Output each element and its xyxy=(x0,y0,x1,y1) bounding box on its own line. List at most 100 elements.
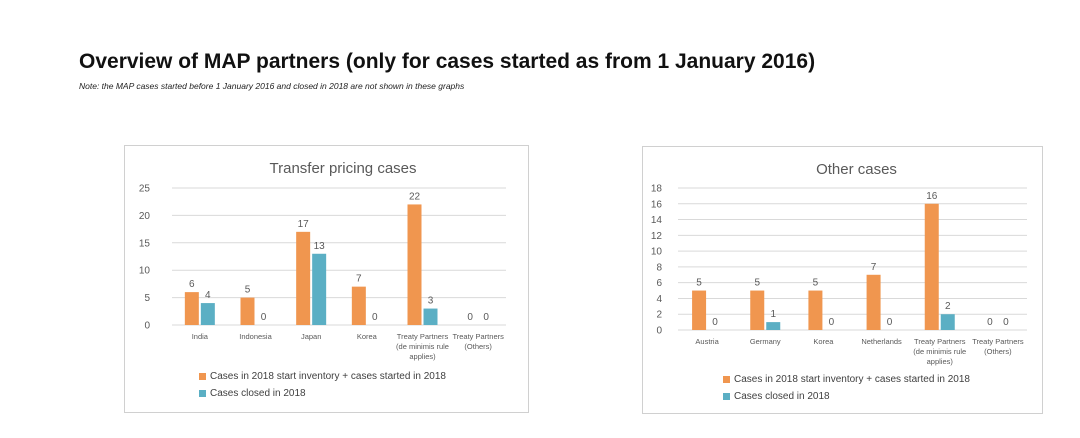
page-note: Note: the MAP cases started before 1 Jan… xyxy=(79,81,465,91)
data-label: 0 xyxy=(372,312,378,323)
data-label: 4 xyxy=(205,290,211,301)
x-tick-label-line: Treaty Partners xyxy=(914,337,966,346)
legend-swatch-blue xyxy=(199,390,206,397)
x-tick-label: Treaty Partners (de minimis rule applies) xyxy=(913,337,966,366)
x-tick-label-line: Indonesia xyxy=(239,332,272,341)
data-label: 13 xyxy=(314,241,326,252)
x-tick-label-line: Treaty Partners xyxy=(972,337,1024,346)
x-tick-label: India xyxy=(192,332,209,341)
data-label: 6 xyxy=(189,279,195,290)
x-tick-label-line: Austria xyxy=(695,337,719,346)
page-title: Overview of MAP partners (only for cases… xyxy=(79,50,816,73)
y-tick-label: 4 xyxy=(656,294,662,305)
data-label: 1 xyxy=(770,309,776,320)
bar-series2 xyxy=(423,308,438,325)
y-tick-label: 8 xyxy=(656,262,662,273)
legend-item-series1: Cases in 2018 start inventory + cases st… xyxy=(723,371,970,388)
x-tick-label: Germany xyxy=(750,337,781,346)
data-label: 7 xyxy=(871,262,877,273)
bar-series1 xyxy=(866,274,881,330)
y-tick-label: 5 xyxy=(144,293,150,304)
legend-swatch-orange xyxy=(723,376,730,383)
legend-label: Cases in 2018 start inventory + cases st… xyxy=(734,374,970,385)
chart-legend: Cases in 2018 start inventory + cases st… xyxy=(723,371,970,405)
bar-series1 xyxy=(184,292,199,325)
y-tick-label: 15 xyxy=(139,238,151,249)
legend-label: Cases closed in 2018 xyxy=(734,391,830,402)
chart-panel-transfer-pricing: Transfer pricing cases 0 5 10 15 20 25 6 4 India 5… xyxy=(124,145,529,413)
data-label: 5 xyxy=(813,278,819,289)
bar-series1 xyxy=(924,203,939,330)
y-tick-label: 0 xyxy=(656,326,662,337)
data-label: 0 xyxy=(829,317,835,328)
bar-series2 xyxy=(940,314,955,330)
data-label: 2 xyxy=(945,301,951,312)
bar-series1 xyxy=(351,286,366,325)
y-tick-label: 12 xyxy=(651,231,663,242)
chart-title: Transfer pricing cases xyxy=(270,160,417,177)
data-label: 0 xyxy=(712,317,718,328)
x-tick-label: Indonesia xyxy=(239,332,272,341)
x-tick-label: Treaty Partners (de minimis rule applies) xyxy=(396,332,449,361)
legend-item-series2: Cases closed in 2018 xyxy=(723,388,970,405)
y-tick-label: 18 xyxy=(651,184,663,195)
data-label: 0 xyxy=(887,317,893,328)
legend-item-series2: Cases closed in 2018 xyxy=(199,385,446,402)
legend-item-series1: Cases in 2018 start inventory + cases st… xyxy=(199,368,446,385)
x-tick-label: Treaty Partners (Others) xyxy=(452,332,504,351)
x-tick-label: Korea xyxy=(813,337,834,346)
x-tick-label-line: Netherlands xyxy=(861,337,902,346)
data-label: 5 xyxy=(754,278,760,289)
x-tick-label-line: applies) xyxy=(927,357,954,366)
chart-legend: Cases in 2018 start inventory + cases st… xyxy=(199,368,446,402)
chart-title: Other cases xyxy=(816,161,897,178)
bar-series1 xyxy=(407,204,422,325)
y-tick-label: 10 xyxy=(651,247,663,258)
bar-series2 xyxy=(312,253,327,325)
other-cases-chart: Other cases 0 2 4 6 8 10 12 14 16 18 5 0 Austria 5 1 Ger… xyxy=(651,161,1027,366)
x-tick-label-line: India xyxy=(192,332,209,341)
data-label: 22 xyxy=(409,191,421,202)
x-tick-label: Treaty Partners (Others) xyxy=(972,337,1024,356)
data-label: 5 xyxy=(245,285,251,296)
y-tick-label: 2 xyxy=(656,310,662,321)
data-label: 0 xyxy=(483,312,489,323)
y-tick-label: 25 xyxy=(139,184,151,195)
legend-swatch-blue xyxy=(723,393,730,400)
y-tick-label: 20 xyxy=(139,211,151,222)
x-tick-label-line: Korea xyxy=(357,332,378,341)
y-tick-label: 16 xyxy=(651,199,663,210)
x-tick-label-line: (de minimis rule xyxy=(913,347,966,356)
x-tick-label: Netherlands xyxy=(861,337,902,346)
x-tick-label-line: (de minimis rule xyxy=(396,342,449,351)
data-label: 0 xyxy=(1003,317,1009,328)
x-tick-label: Austria xyxy=(695,337,719,346)
data-label: 17 xyxy=(298,219,310,230)
bar-series1 xyxy=(692,290,707,330)
legend-label: Cases closed in 2018 xyxy=(210,388,306,399)
x-tick-label: Korea xyxy=(357,332,378,341)
x-tick-label-line: (Others) xyxy=(984,347,1012,356)
x-tick-label-line: (Others) xyxy=(464,342,492,351)
bar-series1 xyxy=(750,290,765,330)
x-tick-label-line: Germany xyxy=(750,337,781,346)
x-tick-label-line: Treaty Partners xyxy=(397,332,449,341)
data-label: 0 xyxy=(261,312,267,323)
legend-label: Cases in 2018 start inventory + cases st… xyxy=(210,371,446,382)
chart-panel-other-cases: Other cases 0 2 4 6 8 10 12 14 16 18 5 0 Austria 5 1 Ger… xyxy=(642,146,1043,414)
data-label: 0 xyxy=(467,312,473,323)
legend-swatch-orange xyxy=(199,373,206,380)
y-tick-label: 6 xyxy=(656,278,662,289)
bar-series1 xyxy=(808,290,823,330)
x-tick-label-line: Treaty Partners xyxy=(452,332,504,341)
data-label: 3 xyxy=(428,296,434,307)
data-label: 0 xyxy=(987,317,993,328)
x-tick-label-line: applies) xyxy=(409,352,436,361)
bar-series2 xyxy=(200,303,215,325)
y-tick-label: 10 xyxy=(139,266,151,277)
data-label: 5 xyxy=(696,278,702,289)
bar-series2 xyxy=(766,322,781,330)
y-tick-label: 0 xyxy=(144,321,150,332)
y-tick-label: 14 xyxy=(651,215,663,226)
bar-series1 xyxy=(240,297,255,325)
